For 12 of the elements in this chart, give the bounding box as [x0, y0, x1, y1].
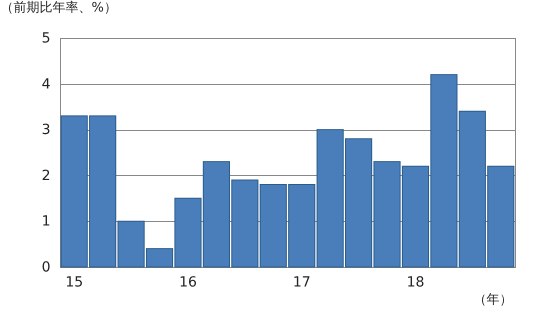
x-axis-title: （年） [474, 292, 512, 308]
y-tick-label: 1 [42, 214, 50, 230]
x-tick-label: 17 [292, 274, 311, 290]
y-tick-label: 0 [42, 260, 50, 276]
y-tick-label: 4 [42, 76, 51, 92]
y-tick-label: 2 [42, 168, 50, 184]
x-tick-label: 15 [65, 274, 84, 290]
y-tick-label: 5 [42, 30, 50, 46]
x-tick-label: 18 [406, 274, 424, 290]
x-tick-label: 16 [179, 274, 197, 290]
y-axis-title: （前期比年率、%） [0, 0, 117, 16]
y-tick-label: 3 [42, 122, 50, 138]
